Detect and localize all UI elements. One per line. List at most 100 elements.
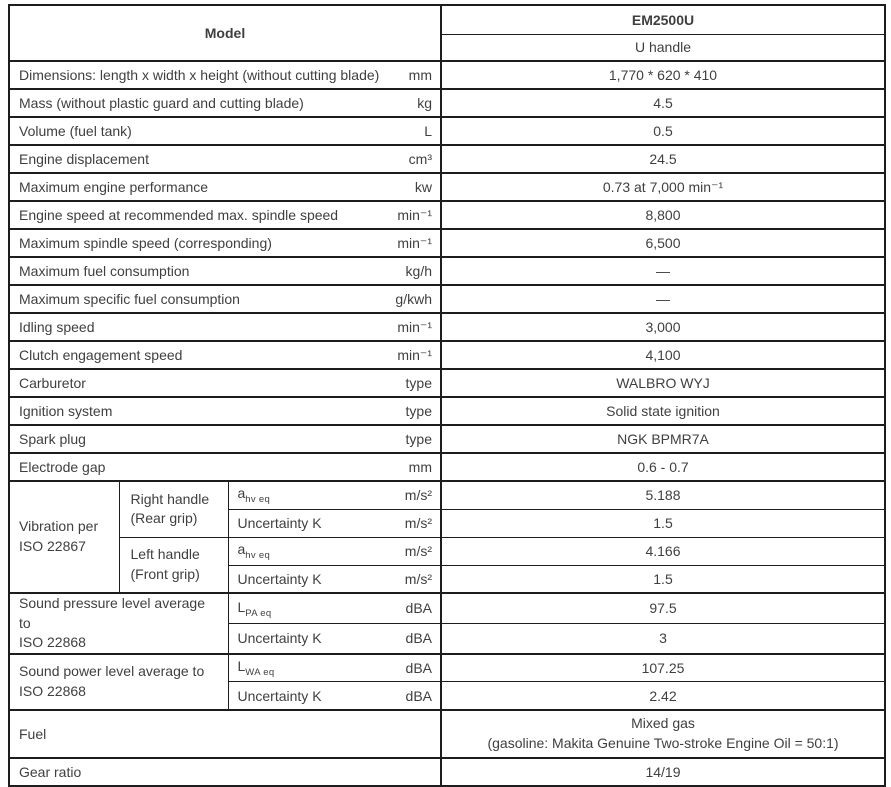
right-handle-cell: Right handle (Rear grip) — [118, 480, 229, 538]
left-handle-label-line2: (Front grip) — [130, 565, 200, 582]
spec-unit: kw — [414, 179, 432, 195]
spec-unit: type — [405, 375, 432, 391]
sound-pressure-row-uncertainty: Uncertainty K dBA 3 — [9, 622, 886, 655]
spec-row-engine-speed: Engine speed at recommended max. spindle… — [8, 200, 886, 230]
specifications-table: Model EM2500U U handle Dimensions: lengt… — [8, 4, 886, 787]
spec-value: WALBRO WYJ — [440, 368, 886, 398]
spec-value: 3,000 — [440, 312, 886, 342]
vibration-row-left-ahveq: Left handle (Front grip) ahv eq m/s² 4.1… — [9, 536, 886, 594]
metric-name: LPA eq — [238, 599, 272, 619]
spec-row-clutch-engagement-speed: Clutch engagement speed min⁻¹ 4,100 — [8, 340, 886, 370]
metric-name-cell: Uncertainty K dBA — [227, 681, 442, 711]
spec-label: Spark plug — [19, 431, 86, 447]
spec-label-cell: Carburetor type — [8, 368, 442, 398]
spec-sheet: Model EM2500U U handle Dimensions: lengt… — [8, 4, 886, 787]
spec-value: 0.6 - 0.7 — [440, 452, 886, 482]
spec-value: 8,800 — [440, 200, 886, 230]
metric-name: Uncertainty K — [237, 515, 322, 531]
spec-unit: L — [424, 123, 432, 139]
fuel-value-cell: Mixed gas (gasoline: Makita Genuine Two-… — [440, 708, 886, 759]
metric-name-cell: Uncertainty K m/s² — [227, 508, 442, 538]
spec-unit: mm — [408, 67, 432, 83]
spec-label-cell: Maximum engine performance kw — [8, 172, 442, 202]
metric-unit: m/s² — [404, 515, 432, 531]
spec-value: 0.5 — [440, 116, 886, 146]
sound-power-row-uncertainty: Uncertainty K dBA 2.42 — [9, 681, 886, 711]
spec-value: 0.73 at 7,000 min⁻¹ — [440, 172, 886, 202]
metric-name: LWA eq — [238, 658, 275, 678]
spec-row-max-fuel-consumption: Maximum fuel consumption kg/h — — [8, 256, 886, 286]
left-handle-cell: Left handle (Front grip) — [118, 536, 229, 594]
fuel-label-cell: Fuel — [8, 708, 442, 759]
metric-name-base: a — [237, 541, 246, 558]
metric-name: ahv eq — [238, 541, 271, 561]
sound-power-label-line1: Sound power level average to — [19, 663, 205, 680]
metric-value: 3 — [440, 622, 886, 655]
spec-unit: min⁻¹ — [397, 346, 432, 363]
spec-label: Carburetor — [19, 375, 86, 391]
metric-value: 5.188 — [440, 480, 886, 510]
spec-unit: mm — [408, 459, 432, 475]
metric-value: 97.5 — [440, 591, 886, 624]
metric-unit: dBA — [405, 600, 432, 617]
spec-label-cell: Idling speed min⁻¹ — [8, 312, 442, 342]
spec-label: Maximum spindle speed (corresponding) — [19, 235, 272, 251]
spec-label: Maximum specific fuel consumption — [19, 291, 240, 307]
spec-label-cell: Maximum specific fuel consumption g/kwh — [8, 284, 442, 314]
metric-unit: m/s² — [404, 542, 432, 559]
spec-label-cell: Dimensions: length x width x height (wit… — [8, 60, 442, 90]
spec-label: Volume (fuel tank) — [19, 123, 132, 139]
metric-unit: dBA — [405, 687, 432, 704]
metric-name-base: L — [237, 658, 246, 675]
metric-value: 1.5 — [440, 508, 886, 538]
metric-name-sub: WA eq — [245, 666, 275, 678]
metric-value: 4.166 — [440, 536, 886, 566]
sound-pressure-group-cell: Sound pressure level average to ISO 2286… — [8, 592, 229, 655]
spec-row-max-engine-performance: Maximum engine performance kw 0.73 at 7,0… — [8, 172, 886, 202]
metric-unit: m/s² — [404, 570, 432, 587]
spec-label: Engine displacement — [19, 151, 149, 167]
spec-unit: min⁻¹ — [397, 206, 432, 223]
spec-label-cell: Clutch engagement speed min⁻¹ — [8, 340, 442, 370]
spec-label: Ignition system — [19, 403, 113, 419]
metric-name-cell: Uncertainty K dBA — [227, 622, 442, 655]
spec-label: Idling speed — [19, 319, 95, 335]
spec-row-fuel: Fuel Mixed gas (gasoline: Makita Genuine… — [8, 708, 886, 759]
spec-value: 4.5 — [440, 88, 886, 118]
model-header-cell: Model — [8, 4, 442, 62]
spec-row-volume: Volume (fuel tank) L 0.5 — [8, 116, 886, 146]
left-handle-label-line1: Left handle — [130, 546, 200, 563]
spec-unit: kg — [417, 95, 432, 111]
spec-value: 1,770 * 620 * 410 — [440, 60, 886, 90]
sound-power-group-cell: Sound power level average to ISO 22868 — [8, 652, 229, 711]
metric-name-cell: LPA eq dBA — [227, 591, 442, 624]
metric-value: 107.25 — [440, 652, 886, 683]
metric-name-sub: hv eq — [245, 494, 271, 506]
spec-row-spark-plug: Spark plug type NGK BPMR7A — [8, 424, 886, 454]
metric-name: ahv eq — [238, 485, 271, 505]
sound-pressure-label-line2: ISO 22868 — [19, 634, 86, 651]
model-header-label: Model — [204, 25, 246, 41]
spec-value: 6,500 — [440, 228, 886, 258]
metric-name-base: L — [237, 598, 246, 615]
right-handle-label-line2: (Rear grip) — [130, 510, 198, 527]
spec-label: Maximum engine performance — [19, 179, 209, 195]
vibration-row-right-uncertainty: Uncertainty K m/s² 1.5 — [9, 508, 886, 538]
metric-name: Uncertainty K — [237, 630, 322, 647]
spec-label-cell: Electrode gap mm — [8, 452, 442, 482]
spec-label-cell: Volume (fuel tank) L — [8, 116, 442, 146]
vibration-group-label-line1: Vibration per — [19, 518, 99, 535]
metric-name-base: a — [237, 485, 246, 502]
spec-value: — — [440, 284, 886, 314]
metric-unit: dBA — [405, 660, 432, 677]
spec-label-cell: Maximum spindle speed (corresponding) min… — [8, 228, 442, 258]
spec-label-cell: Mass (without plastic guard and cutting … — [8, 88, 442, 118]
sound-pressure-row-lpaeq: Sound pressure level average to ISO 2286… — [8, 591, 886, 655]
spec-row-engine-displacement: Engine displacement cm³ 24.5 — [8, 144, 886, 174]
spec-value: NGK BPMR7A — [440, 424, 886, 454]
right-handle-label-line1: Right handle — [130, 490, 210, 507]
spec-row-max-spindle-speed: Maximum spindle speed (corresponding) min… — [8, 228, 886, 258]
metric-unit: dBA — [405, 630, 432, 647]
header-row-model: Model EM2500U — [8, 4, 886, 62]
gear-ratio-label: Gear ratio — [19, 763, 82, 780]
